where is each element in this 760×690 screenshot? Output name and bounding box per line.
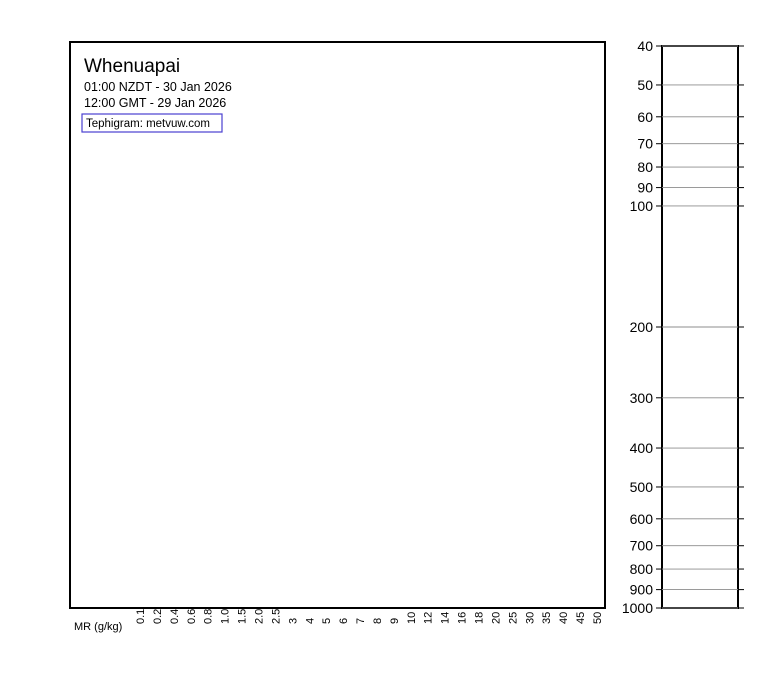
mr-tick-2.0: 2.0 (253, 609, 265, 624)
pressure-label-100: 100 (630, 198, 654, 214)
pressure-label-800: 800 (630, 561, 654, 577)
pressure-label-1000: 1000 (622, 600, 653, 616)
mr-tick-18: 18 (474, 612, 486, 624)
plot-frame (69, 41, 606, 609)
pressure-label-90: 90 (637, 180, 653, 196)
mr-tick-1.0: 1.0 (220, 609, 232, 624)
mr-tick-2.5: 2.5 (270, 609, 282, 624)
mr-axis-label: MR (g/kg) (74, 621, 122, 633)
mr-tick-9: 9 (389, 618, 401, 624)
mr-tick-0.4: 0.4 (169, 609, 181, 624)
utc-time: 12:00 GMT - 29 Jan 2026 (84, 96, 226, 110)
mr-tick-45: 45 (575, 612, 587, 624)
mr-tick-25: 25 (507, 612, 519, 624)
mr-tick-0.1: 0.1 (135, 609, 147, 624)
pressure-label-500: 500 (630, 479, 654, 495)
mr-tick-6: 6 (338, 618, 350, 624)
pressure-label-400: 400 (630, 440, 654, 456)
mr-tick-0.2: 0.2 (152, 609, 164, 624)
mr-tick-10: 10 (406, 612, 418, 624)
pressure-label-200: 200 (630, 319, 654, 335)
pressure-label-60: 60 (637, 109, 653, 125)
mr-tick-7: 7 (355, 618, 367, 624)
mr-tick-14: 14 (440, 612, 452, 624)
pressure-label-50: 50 (637, 77, 653, 93)
pressure-label-70: 70 (637, 136, 653, 152)
mr-tick-35: 35 (541, 612, 553, 624)
mr-tick-0.6: 0.6 (186, 609, 198, 624)
mr-tick-30: 30 (524, 612, 536, 624)
local-time: 01:00 NZDT - 30 Jan 2026 (84, 80, 232, 94)
mr-tick-20: 20 (490, 612, 502, 624)
mr-tick-8: 8 (372, 618, 384, 624)
mr-tick-3: 3 (287, 618, 299, 624)
source-label: Tephigram: metvuw.com (86, 118, 210, 130)
mr-tick-50: 50 (592, 612, 604, 624)
source-box (81, 113, 223, 133)
plot-background (70, 42, 605, 608)
pressure-label-40: 40 (637, 38, 653, 54)
mr-tick-4: 4 (304, 618, 316, 624)
station-name: Whenuapai (84, 56, 180, 77)
pressure-label-900: 900 (630, 582, 654, 598)
pressure-label-600: 600 (630, 511, 654, 527)
mr-tick-12: 12 (423, 612, 435, 624)
mr-tick-5: 5 (321, 618, 333, 624)
mr-tick-0.8: 0.8 (203, 609, 215, 624)
pressure-label-700: 700 (630, 538, 654, 554)
pressure-label-80: 80 (637, 159, 653, 175)
mr-tick-16: 16 (457, 612, 469, 624)
mr-tick-1.5: 1.5 (237, 609, 249, 624)
pressure-label-300: 300 (630, 390, 654, 406)
mr-tick-40: 40 (558, 612, 570, 624)
